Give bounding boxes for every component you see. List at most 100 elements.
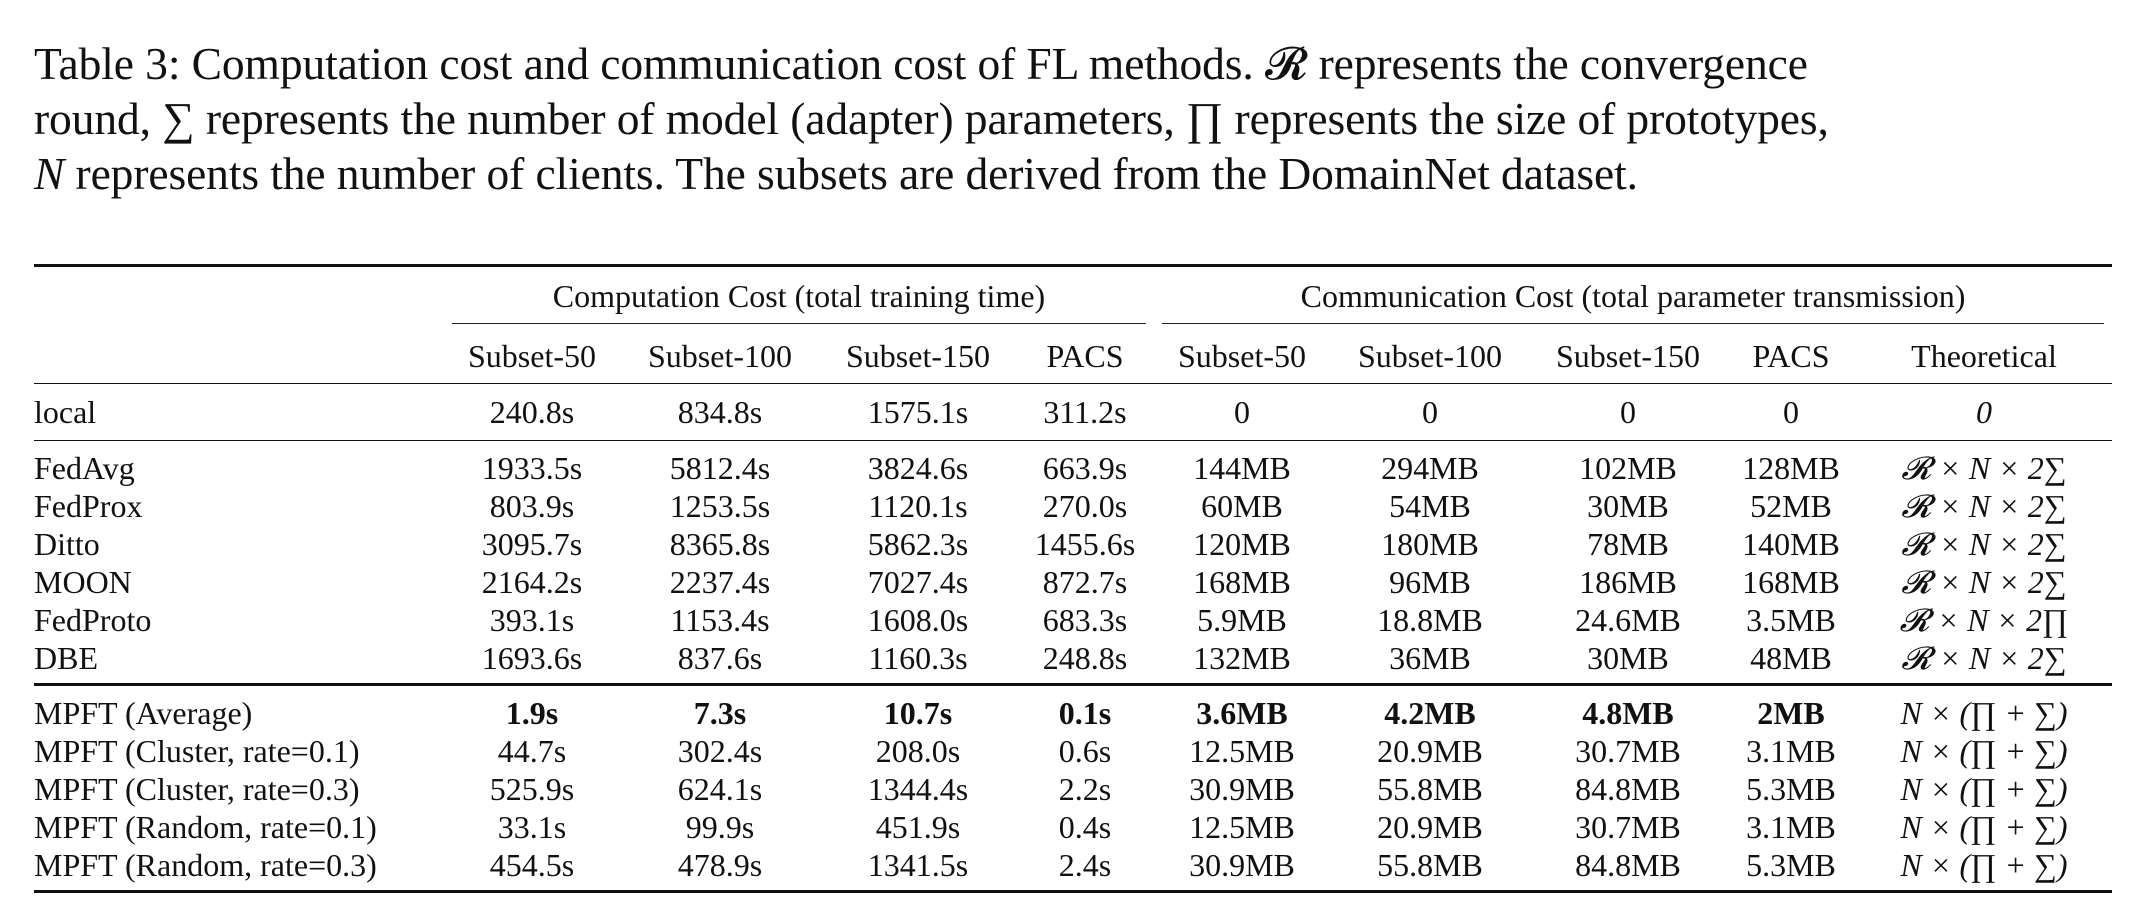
value-cell: 3824.6s (867, 450, 969, 486)
value-cell: 1253.5s (669, 488, 771, 524)
value-cell: 30.9MB (1154, 846, 1330, 893)
value-cell: 248.8s (1016, 639, 1154, 686)
value-cell: 2237.4s (669, 564, 771, 600)
method-name: MPFT (Random, rate=0.1) (34, 809, 377, 845)
value-cell: 0 (1726, 383, 1856, 441)
method-name: DBE (34, 639, 444, 686)
caption-line-3: N represents the number of clients. The … (34, 146, 2124, 201)
value-cell: 393.1s (489, 602, 575, 638)
value-cell: 48MB (1726, 639, 1856, 686)
column-header: Subset-100 (1330, 329, 1530, 384)
theoretical-cell: N × (∏ + ∑) (1900, 771, 2068, 807)
theoretical-cell: 𝓡 × N × 2∑ (1901, 450, 2067, 486)
value-cell: 44.7s (497, 733, 567, 769)
value-cell: 302.4s (677, 733, 763, 769)
value-cell: 30.7MB (1575, 809, 1681, 845)
table-row: MPFT (Cluster, rate=0.1) 44.7s 302.4s 208.0… (34, 732, 2112, 770)
theoretical-cell: 𝓡 × N × 2∑ (1901, 526, 2067, 562)
method-name: local (34, 383, 444, 441)
column-header: Subset-150 (820, 329, 1016, 384)
value-cell: 294MB (1381, 450, 1479, 486)
value-cell: 2164.2s (481, 564, 583, 600)
value-cell: 168MB (1742, 564, 1840, 600)
value-cell: 0 (1154, 383, 1330, 441)
method-name: Ditto (34, 526, 100, 562)
value-cell: 451.9s (875, 809, 961, 845)
value-cell: 33.1s (497, 809, 567, 845)
value-cell: 1.9s (505, 695, 559, 731)
table-row: MPFT (Random, rate=0.1) 33.1s 99.9s 451.9s 0… (34, 808, 2112, 846)
column-header: Subset-50 (1154, 329, 1330, 384)
method-name: MPFT (Cluster, rate=0.1) (34, 733, 360, 769)
value-cell: 120MB (1193, 526, 1291, 562)
value-cell: 2.4s (1016, 846, 1154, 893)
value-cell: 10.7s (883, 695, 953, 731)
value-cell: 102MB (1579, 450, 1677, 486)
value-cell: 20.9MB (1377, 733, 1483, 769)
theoretical-cell: 𝓡 × N × 2∑ (1856, 639, 2112, 686)
column-header: PACS (1726, 329, 1856, 384)
table-row: MPFT (Average) 1.9s 7.3s 10.7s 0.1s 3.6MB 4.2M… (34, 685, 2112, 733)
table-row: DBE 1693.6s 837.6s 1160.3s 248.8s 132MB 36MB 30… (34, 639, 2112, 686)
value-cell: 663.9s (1042, 450, 1128, 486)
caption-symbol-n: N (34, 148, 65, 199)
value-cell: 54MB (1389, 488, 1471, 524)
theoretical-cell: 𝓡 × N × 2∑ (1901, 564, 2067, 600)
table-row: Ditto 3095.7s 8365.8s 5862.3s 1455.6s 120MB 18… (34, 525, 2112, 563)
group-header-computation: Computation Cost (total training time) (444, 267, 1154, 329)
value-cell: 834.8s (620, 383, 820, 441)
value-cell: 1608.0s (867, 602, 969, 638)
value-cell: 3.5MB (1746, 602, 1836, 638)
value-cell: 84.8MB (1530, 846, 1726, 893)
theoretical-cell: N × (∏ + ∑) (1900, 809, 2068, 845)
table-row: FedProto 393.1s 1153.4s 1608.0s 683.3s 5.9MB 1… (34, 601, 2112, 639)
caption-line-2: round, ∑ represents the number of model … (34, 93, 1829, 144)
column-header: Theoretical (1856, 329, 2112, 384)
value-cell: 5812.4s (669, 450, 771, 486)
value-cell: 12.5MB (1189, 809, 1295, 845)
method-name: FedProto (34, 602, 152, 638)
column-header-row: Subset-50 Subset-100 Subset-150 PACS Subset-… (34, 329, 2112, 384)
value-cell: 186MB (1579, 564, 1677, 600)
value-cell: 1120.1s (868, 488, 968, 524)
method-name: FedAvg (34, 450, 135, 486)
value-cell: 180MB (1381, 526, 1479, 562)
value-cell: 140MB (1742, 526, 1840, 562)
value-cell: 5.3MB (1726, 846, 1856, 893)
value-cell: 2.2s (1058, 771, 1112, 807)
value-cell: 1575.1s (820, 383, 1016, 441)
value-cell: 3.1MB (1746, 733, 1836, 769)
value-cell: 5.9MB (1197, 602, 1287, 638)
value-cell: 1344.4s (867, 771, 969, 807)
value-cell: 478.9s (620, 846, 820, 893)
value-cell: 872.7s (1042, 564, 1128, 600)
value-cell: 3.1MB (1746, 809, 1836, 845)
value-cell: 30MB (1530, 639, 1726, 686)
value-cell: 60MB (1201, 488, 1283, 524)
value-cell: 3095.7s (481, 526, 583, 562)
value-cell: 454.5s (444, 846, 620, 893)
value-cell: 0.6s (1058, 733, 1112, 769)
value-cell: 55.8MB (1330, 846, 1530, 893)
value-cell: 12.5MB (1189, 733, 1295, 769)
table-row: local 240.8s 834.8s 1575.1s 311.2s 0 0 0 0 0 (34, 383, 2112, 441)
group-header-row: Computation Cost (total training time) C… (34, 267, 2112, 329)
value-cell: 3.6MB (1196, 695, 1288, 731)
theoretical-cell: N × (∏ + ∑) (1856, 846, 2112, 893)
method-name: MPFT (Average) (34, 695, 253, 731)
value-cell: 84.8MB (1575, 771, 1681, 807)
value-cell: 0.1s (1058, 695, 1112, 731)
value-cell: 78MB (1587, 526, 1669, 562)
theoretical-cell: N × (∏ + ∑) (1900, 695, 2068, 731)
value-cell: 8365.8s (669, 526, 771, 562)
group-header-communication: Communication Cost (total parameter tran… (1154, 267, 2112, 329)
caption-line-1: Table 3: Computation cost and communicat… (34, 38, 1808, 89)
method-name: MOON (34, 564, 132, 600)
value-cell: 311.2s (1016, 383, 1154, 441)
column-header: Subset-100 (620, 329, 820, 384)
value-cell: 0 (1530, 383, 1726, 441)
value-cell: 5862.3s (867, 526, 969, 562)
value-cell: 2MB (1757, 695, 1825, 731)
value-cell: 1153.4s (670, 602, 770, 638)
